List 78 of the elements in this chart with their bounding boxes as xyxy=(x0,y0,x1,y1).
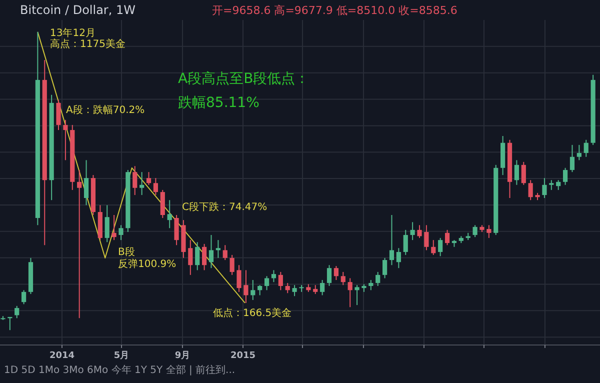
candlestick xyxy=(486,224,492,238)
candlestick xyxy=(514,160,519,186)
candlestick xyxy=(396,248,401,269)
candlestick xyxy=(77,169,82,319)
candlestick xyxy=(153,178,158,196)
candlestick xyxy=(167,200,172,229)
x-tick-label: 2015 xyxy=(230,351,256,361)
candlestick xyxy=(160,189,165,218)
x-tick-label: 2014 xyxy=(49,351,75,361)
annotation: 跌幅85.11% xyxy=(178,95,260,111)
candlestick xyxy=(264,276,270,291)
chart-title: Bitcoin / Dollar, 1W xyxy=(20,3,136,17)
annotation: A段：跌幅70.2% xyxy=(66,104,145,116)
annotation: 13年12月 xyxy=(50,27,96,39)
candlestick xyxy=(202,243,207,271)
candlestick xyxy=(208,234,214,269)
candlestick xyxy=(236,264,242,292)
candlestick xyxy=(56,99,61,131)
candlestick xyxy=(285,282,290,294)
candlestick xyxy=(63,119,68,161)
candlestick xyxy=(570,144,575,173)
candlestick xyxy=(521,161,526,186)
candlestick xyxy=(216,240,220,258)
candlestick xyxy=(292,284,297,297)
candlestick xyxy=(348,278,352,308)
annotation: 反弹100.9% xyxy=(118,258,176,270)
candlestick xyxy=(250,280,256,300)
candlestick xyxy=(230,254,234,276)
candlestick xyxy=(368,280,374,291)
candlestick xyxy=(417,224,422,238)
candlestick xyxy=(14,305,20,319)
candlestick xyxy=(146,172,152,186)
x-tick-label: 5月 xyxy=(114,350,130,361)
candlestick xyxy=(424,224,429,251)
candlestick xyxy=(438,237,443,257)
candlestick xyxy=(431,240,436,256)
candlestick xyxy=(118,224,124,241)
candlestick xyxy=(22,290,26,305)
candlestick xyxy=(340,271,346,286)
candlestick xyxy=(222,244,228,261)
candlestick xyxy=(132,166,138,196)
candlestick xyxy=(278,271,283,291)
candlestick xyxy=(576,144,582,161)
candlestick xyxy=(444,229,450,246)
x-tick-label: 9月 xyxy=(174,350,190,361)
annotation: B段 xyxy=(118,246,135,258)
candlestick xyxy=(584,139,588,158)
candlestick xyxy=(174,214,179,246)
candlestick xyxy=(334,265,338,280)
candlestick xyxy=(376,271,380,286)
candlestick xyxy=(472,224,478,238)
candlestick xyxy=(326,264,332,286)
candlestick xyxy=(354,284,360,306)
candlestick xyxy=(84,160,89,206)
text: 1D 5D 1Mo 3Mo 6Mo 今年 1Y 5Y 全部 | 前往到... xyxy=(4,364,236,376)
candlestick xyxy=(403,229,408,256)
candlestick xyxy=(410,222,415,241)
candlestick xyxy=(542,178,547,199)
candlestick xyxy=(244,270,248,304)
candlestick xyxy=(528,180,533,201)
candlestick xyxy=(556,180,561,190)
annotation: A段高点至B段低点： xyxy=(178,71,310,87)
annotation: 高点：1175美金 xyxy=(50,38,126,50)
candlestick xyxy=(104,204,110,243)
candlestick xyxy=(188,240,193,276)
candlestick xyxy=(112,214,116,241)
candlestick xyxy=(389,214,394,266)
chart-subtitle: 开=9658.6 高=9677.9 低=8510.0 收=8585.6 xyxy=(212,4,458,17)
candlestick xyxy=(195,242,200,271)
candlestick xyxy=(562,167,568,186)
candlestick xyxy=(382,257,388,279)
candlestick xyxy=(140,172,144,196)
candlestick xyxy=(549,180,554,190)
annotation: C段下跌：74.47% xyxy=(182,201,268,213)
annotation: 低点：166.5美金 xyxy=(213,307,292,319)
candlestick xyxy=(320,280,325,296)
candlestick xyxy=(271,270,276,283)
candlestick xyxy=(258,284,262,296)
